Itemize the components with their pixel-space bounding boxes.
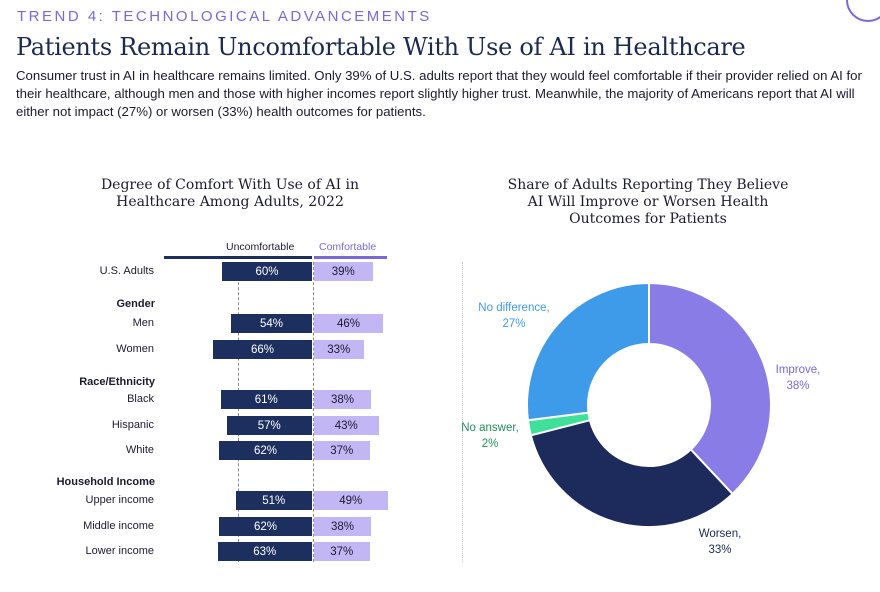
slice-label-improve-value: 38% <box>786 380 810 392</box>
bar-comfortable-upper-income: 49% <box>314 491 388 510</box>
slice-label-no-answer-name: No answer, <box>461 422 519 434</box>
bar-uncomfortable-middle-income: 62% <box>219 517 312 536</box>
row-label-women: Women <box>116 343 154 355</box>
bar-comfortable-lower-income: 37% <box>314 542 370 561</box>
slice-label-worsen: Worsen, 33% <box>678 526 762 558</box>
bar-comfortable-black: 38% <box>314 390 371 409</box>
bar-comfortable-women: 33% <box>314 340 364 359</box>
legend-uncomfortable: Uncomfortable <box>226 241 295 253</box>
slice-label-no-answer-value: 2% <box>481 438 499 450</box>
slice-label-no-answer: No answer, 2% <box>448 420 532 452</box>
chart-divider <box>462 262 463 562</box>
trend-label: TREND 4: TECHNOLOGICAL ADVANCEMENTS <box>17 8 432 25</box>
donut-slice-no-difference <box>526 281 650 422</box>
row-label-white: White <box>125 444 154 456</box>
intro-paragraph: Consumer trust in AI in healthcare remai… <box>16 68 862 119</box>
slice-label-no-difference-name: No difference, <box>478 302 550 314</box>
group-label-income: Household Income <box>56 476 155 488</box>
row-label-lower-income: Lower income <box>85 545 154 557</box>
bar-uncomfortable-black: 61% <box>220 390 312 409</box>
bar-comfortable-hispanic: 43% <box>314 416 379 435</box>
axis-dashed-line-center <box>313 262 314 562</box>
bar-uncomfortable-upper-income: 51% <box>235 491 312 510</box>
row-label-hispanic: Hispanic <box>111 419 154 431</box>
slice-label-worsen-value: 33% <box>708 544 732 556</box>
bar-comfortable-men: 46% <box>314 314 383 333</box>
bar-chart-title: Degree of Comfort With Use of AI in Heal… <box>100 177 360 210</box>
bar-comfortable-middle-income: 38% <box>314 517 371 536</box>
row-label-u-s-adults: U.S. Adults <box>99 265 154 277</box>
row-label-upper-income: Upper income <box>85 494 154 506</box>
row-label-men: Men <box>132 317 154 329</box>
slice-label-no-difference-value: 27% <box>502 318 526 330</box>
bar-uncomfortable-u-s-adults: 60% <box>222 262 312 281</box>
donut-slice-worsen <box>529 418 734 528</box>
bar-comfortable-u-s-adults: 39% <box>314 262 373 281</box>
legend-comfortable: Comfortable <box>319 241 377 253</box>
bar-uncomfortable-men: 54% <box>231 314 312 333</box>
legend-line-comfortable <box>314 256 387 259</box>
bar-comfortable-white: 37% <box>314 441 370 460</box>
group-label-gender: Gender <box>116 298 155 310</box>
bar-uncomfortable-white: 62% <box>219 441 312 460</box>
slice-label-improve: Improve, 38% <box>756 362 840 394</box>
bar-uncomfortable-women: 66% <box>213 340 312 359</box>
donut-chart-title: Share of Adults Reporting They Believe A… <box>507 177 789 227</box>
legend-line-uncomfortable <box>164 256 312 259</box>
slice-label-no-difference: No difference, 27% <box>462 300 566 332</box>
slice-label-improve-name: Improve, <box>775 364 821 376</box>
bar-uncomfortable-lower-income: 63% <box>217 542 312 561</box>
axis-dashed-line-left <box>238 262 239 562</box>
slice-label-worsen-name: Worsen, <box>698 528 742 540</box>
row-label-middle-income: Middle income <box>83 520 154 532</box>
donut-slice-improve <box>648 281 772 496</box>
group-label-race: Race/Ethnicity <box>79 376 155 388</box>
bar-uncomfortable-hispanic: 57% <box>226 416 312 435</box>
row-label-black: Black <box>127 393 154 405</box>
page-title: Patients Remain Uncomfortable With Use o… <box>16 33 746 61</box>
